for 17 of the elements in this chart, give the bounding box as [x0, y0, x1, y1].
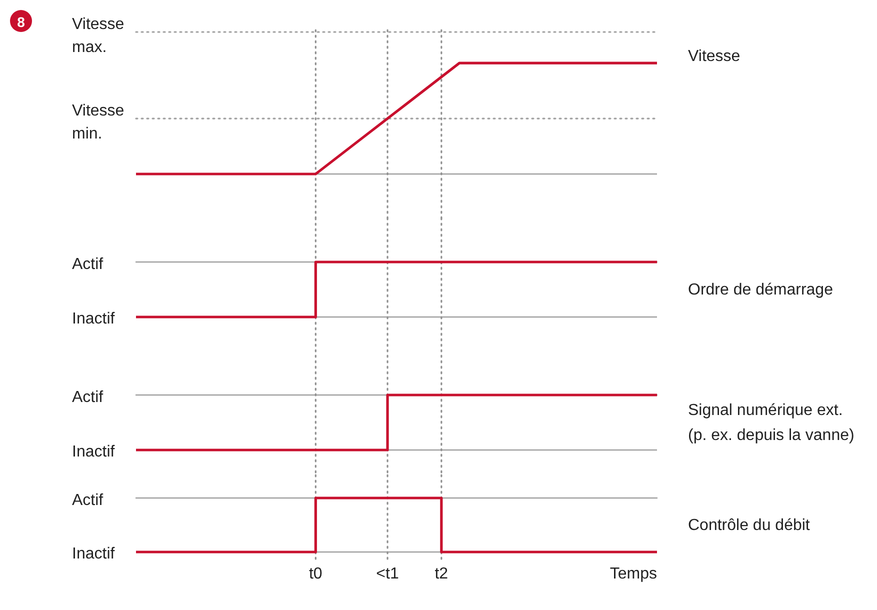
ref-line-label: Actif	[72, 388, 104, 406]
series-label: Signal numérique ext. (p. ex. depuis la vanne)	[688, 402, 854, 444]
x-axis-title: Temps	[610, 566, 657, 582]
text: 8	[17, 14, 26, 30]
text: Inactif	[72, 444, 116, 460]
ref-line-label: Actif	[72, 256, 104, 272]
ref-line-label: Vitesse max.	[72, 16, 124, 56]
text: Ordre de démarrage	[688, 281, 834, 298]
ref-line-label: Actif	[72, 492, 104, 508]
text: Inactif	[72, 546, 116, 562]
text: Inactif	[72, 310, 116, 328]
x-tick-label: t0	[308, 566, 322, 582]
x-tick-label: <t1	[376, 566, 399, 582]
series-label: Vitesse	[688, 48, 740, 65]
x-tick-label: t2	[434, 566, 448, 582]
text: Contrôle du débit	[688, 516, 810, 534]
ref-line-label: Vitesse min.	[72, 102, 124, 142]
